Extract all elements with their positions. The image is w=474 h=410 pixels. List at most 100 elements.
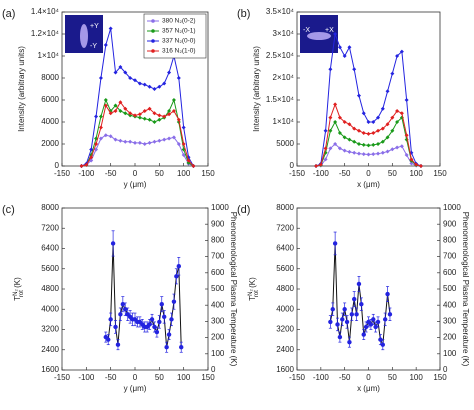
y-tick-label: 2.5×10⁴ bbox=[266, 51, 295, 60]
data-point bbox=[113, 109, 118, 113]
y-tick-label: 2×10⁴ bbox=[273, 73, 295, 82]
data-point bbox=[363, 324, 369, 330]
data-point bbox=[342, 135, 347, 140]
x-tick-label: 0 bbox=[366, 169, 371, 178]
data-point bbox=[404, 98, 409, 102]
x-tick-label: 0 bbox=[366, 373, 371, 382]
y-tick-label: 8000 bbox=[276, 203, 294, 212]
data-point bbox=[375, 319, 381, 325]
y2-tick-label: 800 bbox=[211, 236, 225, 245]
data-point bbox=[347, 122, 352, 127]
data-point bbox=[94, 147, 99, 152]
y-tick-label: 0 bbox=[290, 161, 295, 170]
x-tick-label: -100 bbox=[78, 169, 95, 178]
data-point bbox=[349, 312, 355, 317]
y-label-sup: N₂ bbox=[248, 289, 254, 296]
data-point bbox=[103, 98, 108, 102]
data-point bbox=[366, 143, 371, 148]
x-tick-label: 0 bbox=[133, 373, 138, 382]
data-point bbox=[333, 102, 338, 107]
data-point bbox=[380, 150, 385, 155]
series-line bbox=[81, 101, 194, 167]
y-label-unit: (K) bbox=[248, 277, 257, 290]
data-point bbox=[147, 106, 152, 111]
data-point bbox=[404, 153, 409, 157]
data-point bbox=[414, 162, 419, 167]
data-point bbox=[110, 241, 116, 246]
data-point bbox=[337, 334, 343, 340]
x-tick-label: 150 bbox=[433, 373, 447, 382]
data-point bbox=[142, 116, 147, 121]
data-point bbox=[133, 78, 137, 83]
data-point bbox=[133, 113, 137, 118]
x-tick-label: -150 bbox=[54, 373, 71, 382]
data-point bbox=[409, 161, 414, 166]
data-point bbox=[167, 70, 172, 75]
y-tick-label: 5000 bbox=[276, 139, 294, 148]
data-point bbox=[128, 111, 133, 116]
y-tick-label: 3200 bbox=[41, 325, 59, 334]
data-point bbox=[328, 115, 333, 120]
series-line bbox=[81, 134, 194, 167]
y-tick-label: 4000 bbox=[41, 304, 59, 313]
data-point bbox=[147, 140, 152, 145]
data-point bbox=[123, 139, 128, 144]
y-tick-label: 2400 bbox=[41, 345, 59, 354]
legend-marker bbox=[151, 19, 155, 23]
data-point bbox=[162, 81, 167, 86]
y-tick-label: 4800 bbox=[41, 284, 59, 293]
y2-tick-label: 1000 bbox=[211, 203, 229, 212]
data-point bbox=[157, 84, 162, 89]
data-point bbox=[159, 301, 164, 307]
data-point bbox=[181, 153, 186, 157]
data-point bbox=[385, 89, 390, 94]
data-point bbox=[342, 120, 347, 124]
x-tick-label: -50 bbox=[105, 373, 117, 382]
data-point bbox=[390, 71, 395, 76]
data-point bbox=[352, 296, 357, 302]
legend-marker bbox=[151, 49, 155, 53]
data-point bbox=[347, 339, 352, 345]
y-tick-label: 7200 bbox=[276, 223, 294, 232]
data-point bbox=[152, 87, 157, 91]
data-point bbox=[118, 109, 123, 113]
data-point bbox=[164, 345, 169, 350]
x-tick-label: -100 bbox=[313, 169, 330, 178]
data-point bbox=[371, 317, 376, 322]
x-tick-label: 100 bbox=[177, 373, 191, 382]
y2-tick-label: 900 bbox=[443, 219, 457, 228]
data-point bbox=[147, 322, 152, 327]
y2-tick-label: 600 bbox=[211, 268, 225, 277]
data-point bbox=[382, 317, 388, 322]
data-point bbox=[395, 54, 400, 58]
inset-label: -X bbox=[303, 27, 310, 34]
y-label-base: T bbox=[13, 296, 22, 301]
data-point bbox=[354, 312, 359, 317]
series-line bbox=[105, 243, 182, 348]
y-label-sub: rot bbox=[19, 290, 25, 297]
inset-label: -Y bbox=[90, 43, 97, 50]
data-point bbox=[399, 49, 404, 54]
data-point bbox=[344, 319, 350, 325]
data-point bbox=[113, 137, 118, 142]
data-point bbox=[356, 142, 361, 146]
data-point bbox=[340, 317, 345, 322]
data-point bbox=[157, 113, 162, 118]
data-point bbox=[333, 32, 338, 36]
x-axis-label: x (μm) bbox=[357, 180, 380, 189]
y2-axis-label: Phenomenological Plasma Temperature (K) bbox=[461, 212, 470, 367]
data-point bbox=[385, 135, 390, 140]
data-point bbox=[167, 136, 172, 141]
data-point bbox=[328, 146, 333, 151]
y-tick-label: 1600 bbox=[276, 365, 294, 374]
y2-tick-label: 400 bbox=[443, 300, 457, 309]
panel-label: (a) bbox=[2, 8, 15, 20]
inset-glow bbox=[307, 32, 331, 40]
data-point bbox=[395, 120, 400, 124]
data-point bbox=[94, 142, 99, 146]
data-point bbox=[352, 150, 357, 155]
data-point bbox=[337, 131, 342, 135]
y2-tick-label: 200 bbox=[211, 333, 225, 342]
y-tick-label: 1.5×10⁴ bbox=[266, 95, 295, 104]
y2-tick-label: 1000 bbox=[443, 203, 461, 212]
